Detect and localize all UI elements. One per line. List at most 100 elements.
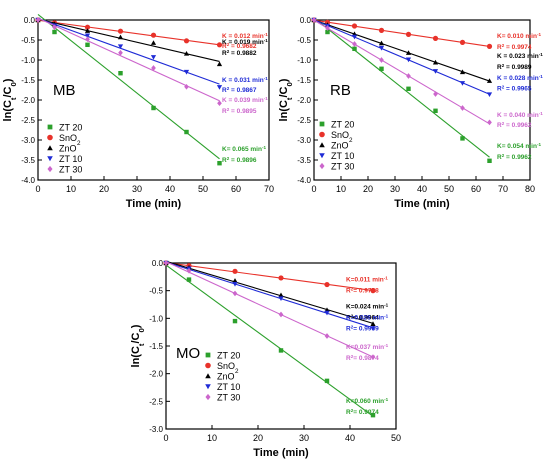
data-point <box>352 46 357 52</box>
y-tick-label: -0.5 <box>297 36 311 45</box>
r2-annotation: R2= 0.9874 <box>346 353 379 362</box>
chart-panel-mb: 0 10 20 30 40 50 60 70 0.0 -0.5 -1.0 -1.5 -2.0 -2.5 -3… <box>2 13 274 210</box>
legend-marker <box>47 165 53 173</box>
x-tick-label: 0 <box>35 184 40 194</box>
data-point <box>324 378 330 384</box>
series-zt-30: K=0.037 min-1 R2= 0.9874 <box>163 260 389 362</box>
data-point <box>432 59 439 65</box>
r2-annotation: R2 = 0.9974 <box>497 42 532 51</box>
k-annotation: K=0.060 min-1 <box>346 396 389 405</box>
x-tick-label: 40 <box>165 184 175 194</box>
legend-marker <box>205 362 211 369</box>
data-point <box>433 108 438 114</box>
data-point <box>186 267 192 274</box>
y-axis-label: ln(Ct/C0) <box>130 324 146 367</box>
y-tick-label: -3.0 <box>21 136 35 145</box>
r2-annotation: R2= 0.9964 <box>346 313 379 322</box>
data-point <box>487 119 492 126</box>
data-point <box>184 129 189 135</box>
series-zt-20: K=0.060 min-1 R2= 0.9974 <box>163 260 389 418</box>
data-point <box>85 36 90 43</box>
y-tick-label: 0.0 <box>300 16 312 25</box>
y-tick-label: -3.0 <box>149 425 163 434</box>
y-axis-label: ln(Ct/C0) <box>2 78 18 121</box>
legend-label: ZT 30 <box>59 165 82 175</box>
r2-annotation: R2 = 0.9867 <box>222 86 257 95</box>
data-point <box>183 51 190 56</box>
data-point <box>433 91 438 97</box>
r2-annotation: R2 = 0.9962 <box>497 121 532 130</box>
data-point <box>370 321 376 326</box>
y-tick-label: -0.5 <box>21 36 35 45</box>
x-tick-label: 80 <box>525 184 535 194</box>
r2-annotation: R2 = 0.9682 <box>222 42 257 51</box>
k-annotation: K = 0.019 min-1 <box>222 38 268 47</box>
x-tick-label: 60 <box>471 184 481 194</box>
x-axis-label: Time (min) <box>253 447 309 459</box>
data-point <box>151 105 156 111</box>
data-point <box>486 78 493 83</box>
data-point <box>118 49 123 56</box>
y-tick-label: -3.0 <box>297 136 311 145</box>
legend-marker <box>205 352 211 358</box>
x-tick-label: 20 <box>253 433 263 443</box>
k-annotation: K=0.026 min-1 <box>346 313 389 322</box>
k-annotation: K= 0.065 min-1 <box>222 145 266 154</box>
fit-line <box>165 262 374 292</box>
data-point <box>186 277 192 282</box>
x-tick-label: 50 <box>198 184 208 194</box>
y-tick-label: 0.0 <box>24 16 36 25</box>
legend-label: ZT 20 <box>217 351 240 361</box>
y-tick-label: -1.5 <box>21 76 35 85</box>
k-annotation: K = 0.028 min-1 <box>497 74 543 83</box>
data-point <box>370 326 376 331</box>
data-point <box>379 66 384 72</box>
legend-marker <box>47 124 53 130</box>
data-point <box>486 43 493 50</box>
fit-line <box>37 17 220 102</box>
data-point <box>278 275 284 281</box>
panel-label: RB <box>330 82 351 99</box>
data-point <box>183 38 190 44</box>
data-point <box>117 34 124 40</box>
r2-annotation: R2= 0.9758 <box>346 286 379 295</box>
data-point <box>84 28 91 33</box>
data-point <box>52 29 57 35</box>
data-point <box>324 310 330 316</box>
data-point <box>405 50 412 55</box>
legend-label: ZT 20 <box>331 120 354 130</box>
y-tick-label: -0.5 <box>149 287 163 296</box>
y-tick-label: -1.0 <box>21 56 35 65</box>
k-annotation: K= 0.010 min-1 <box>497 32 541 41</box>
legend-label: ZT 10 <box>59 154 82 164</box>
y-tick-label: -2.5 <box>297 116 311 125</box>
y-tick-label: -1.0 <box>297 56 311 65</box>
data-point <box>84 24 91 30</box>
data-point <box>163 260 169 266</box>
k-annotation: K = 0.012 min-1 <box>222 32 268 41</box>
data-point <box>324 333 330 339</box>
x-tick-label: 50 <box>391 433 401 443</box>
x-tick-label: 20 <box>99 184 109 194</box>
y-tick-label: -4.0 <box>21 176 35 185</box>
data-point <box>278 292 284 298</box>
data-point <box>184 83 189 90</box>
data-point <box>278 311 284 318</box>
data-point <box>459 39 466 46</box>
x-tick-label: 30 <box>132 184 142 194</box>
r2-annotation: R2 = 0.9962 <box>497 152 532 161</box>
data-point <box>216 42 223 48</box>
fit-line <box>313 19 490 95</box>
fit-line <box>37 17 220 85</box>
y-tick-label: -1.5 <box>149 342 163 351</box>
data-point <box>232 268 238 274</box>
series-sno2: K= 0.010 min-1R2 = 0.9974 <box>311 17 541 51</box>
k-annotation: K = 0.031 min-1 <box>222 76 268 85</box>
legend-label: ZT 10 <box>217 382 240 392</box>
data-point <box>378 27 385 33</box>
data-point <box>459 81 466 86</box>
r2-annotation: R2 = 0.9896 <box>222 156 257 165</box>
series-zt-10: K=0.026 min-1 R2= 0.9969 <box>163 260 389 333</box>
